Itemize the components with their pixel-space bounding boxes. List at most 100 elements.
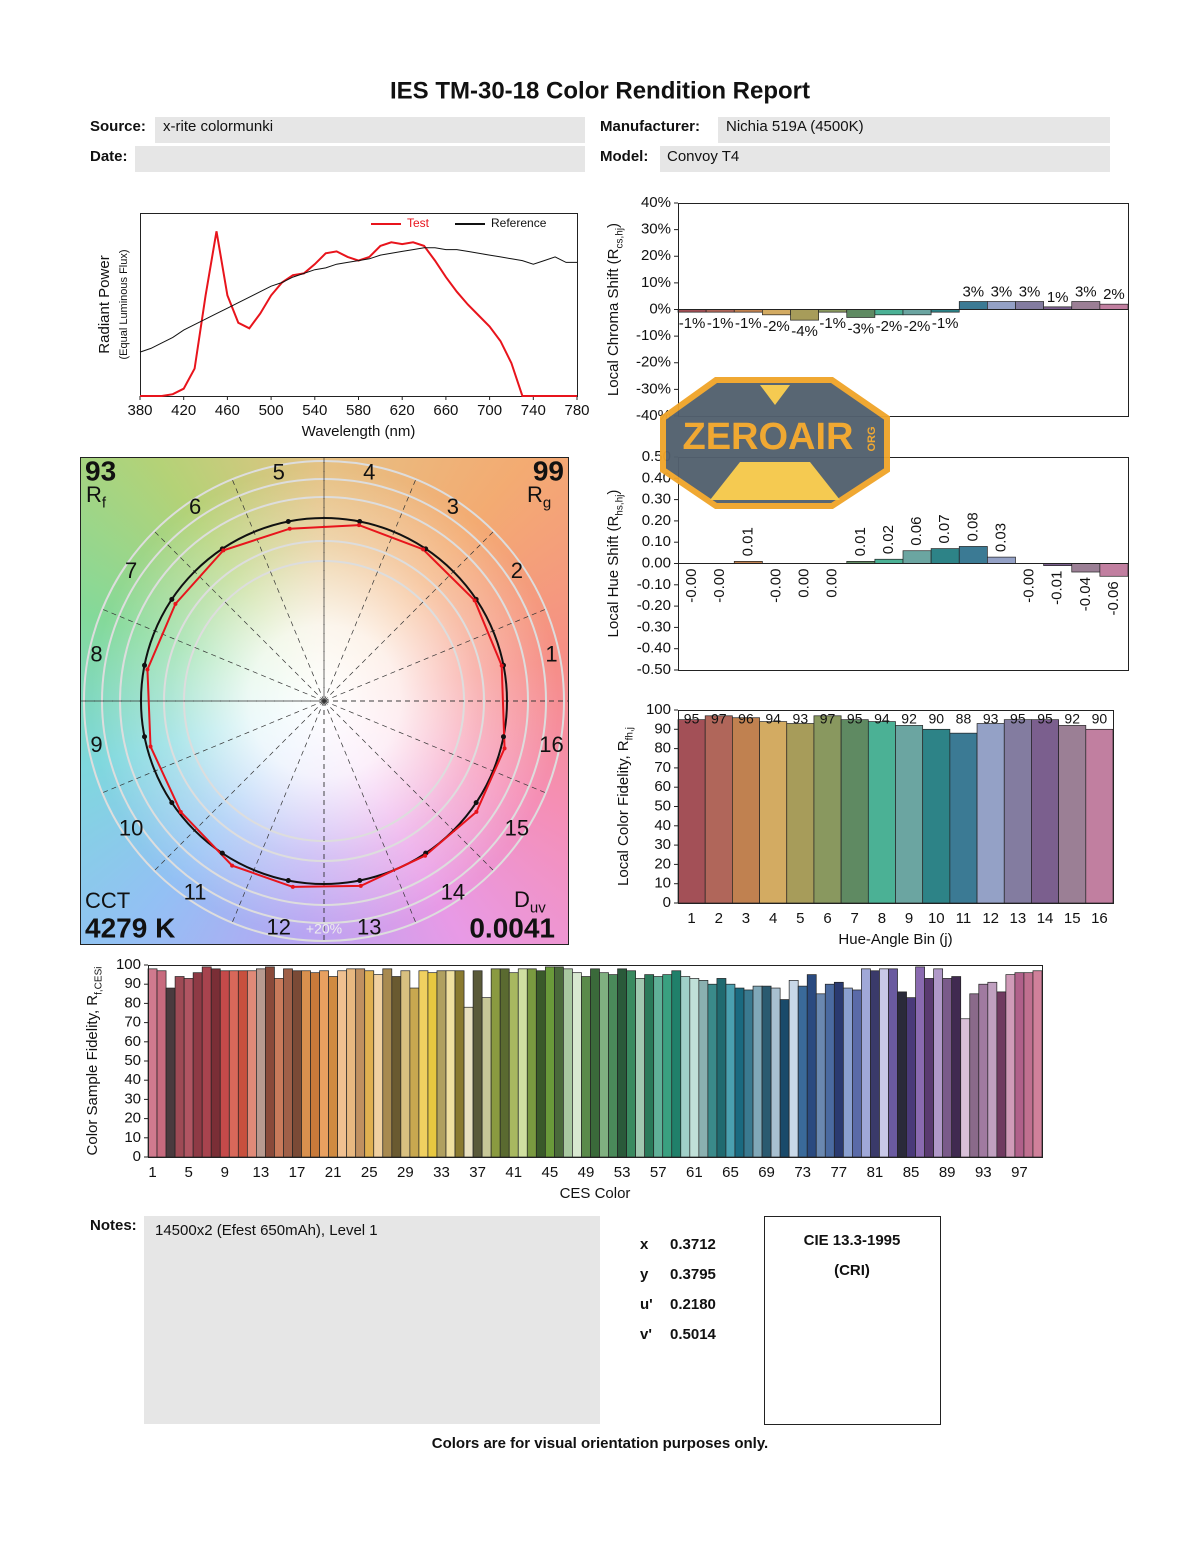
bar — [436, 970, 447, 1158]
bin-label: 8 — [90, 642, 102, 667]
bar — [445, 970, 456, 1158]
spoke — [323, 608, 546, 702]
spoke — [323, 531, 494, 702]
value-label: 0.08 — [964, 512, 981, 541]
value-label: -0.00 — [1021, 569, 1038, 603]
value-label: -1% — [707, 315, 734, 332]
bar — [707, 983, 718, 1158]
spoke — [231, 700, 325, 923]
x-tick-label: 57 — [650, 1164, 667, 1181]
bar — [759, 721, 788, 904]
y-tick-label: 100 — [646, 701, 671, 718]
y-tick-label: 40 — [124, 1071, 141, 1088]
spoke — [323, 479, 417, 702]
y-axis-label-part: ) — [605, 223, 622, 228]
x-tick-label: 89 — [939, 1164, 956, 1181]
bar — [725, 983, 736, 1158]
value-label: -0.00 — [683, 569, 700, 603]
x-tick-label: 460 — [215, 402, 240, 419]
y-axis-label: Local Color Fidelity, Rfh,j — [615, 727, 635, 886]
y-tick-label: 0.20 — [642, 512, 671, 529]
bin-label: 7 — [125, 558, 137, 583]
bar — [867, 721, 896, 904]
x-tick-label: 16 — [1091, 910, 1108, 927]
bar — [1099, 563, 1129, 577]
reference-point — [142, 662, 148, 668]
y-tick-label: 0 — [133, 1148, 141, 1165]
y-tick-label: -0.20 — [637, 597, 671, 614]
y-tick-label: 0.00 — [642, 554, 671, 571]
bar — [319, 970, 329, 1158]
bar — [463, 1006, 474, 1158]
bar — [183, 978, 194, 1158]
y-tick-label: 30 — [654, 836, 671, 853]
bar — [842, 987, 853, 1158]
y-axis-label-part: Local Chroma Shift (R — [605, 248, 622, 396]
bar — [752, 985, 763, 1158]
y-tick-label: 90 — [124, 975, 141, 992]
field-box — [660, 146, 1110, 172]
test-point — [145, 667, 150, 672]
bar — [653, 976, 664, 1158]
bar — [761, 985, 772, 1158]
x-tick-label: 49 — [578, 1164, 595, 1181]
bar — [292, 970, 302, 1158]
bar — [833, 981, 844, 1158]
cri-subtitle: (CRI) — [834, 1262, 870, 1279]
bar — [418, 970, 429, 1158]
plot-frame — [140, 213, 578, 397]
bar — [743, 989, 754, 1158]
x-tick-label: 740 — [521, 402, 546, 419]
x-tick-label: 77 — [830, 1164, 847, 1181]
y-axis-label-part: cs,hj — [614, 228, 625, 249]
bar — [1071, 563, 1101, 573]
x-tick-label: 4 — [769, 910, 777, 927]
bar — [174, 976, 185, 1158]
bar — [942, 978, 953, 1158]
bin-label: 9 — [90, 732, 102, 757]
value-label: 93 — [983, 711, 999, 727]
bar — [788, 980, 799, 1158]
x-tick-label: 15 — [1064, 910, 1081, 927]
bin-label: 16 — [539, 732, 563, 757]
value-label: 0.06 — [908, 517, 925, 546]
value-label: 95 — [684, 711, 700, 727]
bar — [1071, 301, 1101, 310]
bar — [790, 309, 819, 321]
y-tick-label: 20% — [641, 247, 671, 264]
rf-value: 93 — [85, 455, 116, 486]
x-tick-label: 45 — [542, 1164, 559, 1181]
bar — [949, 732, 978, 904]
y-tick-label: 50 — [124, 1052, 141, 1069]
value-label: 0.01 — [739, 527, 756, 556]
coord-value: 0.3795 — [670, 1266, 716, 1283]
test-point — [290, 884, 295, 889]
x-tick-label: 97 — [1011, 1164, 1028, 1181]
bar — [508, 972, 519, 1158]
x-tick-label: 1 — [687, 910, 695, 927]
value-label: 3% — [991, 283, 1013, 300]
value-label: 97 — [820, 711, 836, 727]
bar — [906, 997, 916, 1158]
y-tick-label: -0.40 — [637, 640, 671, 657]
bar — [608, 974, 618, 1158]
spoke — [154, 531, 325, 702]
coord-label: x — [640, 1236, 649, 1253]
bar — [734, 987, 745, 1158]
value-label: 2% — [1103, 286, 1125, 303]
bin-label: 12 — [266, 914, 290, 939]
value-label: -0.01 — [1049, 571, 1066, 605]
value-label: 0.00 — [824, 569, 841, 598]
bar — [806, 974, 817, 1158]
bar — [310, 972, 320, 1158]
bar — [274, 978, 284, 1158]
value-label: 95 — [847, 711, 863, 727]
value-label: 92 — [901, 711, 917, 727]
bar — [1005, 974, 1016, 1158]
bar — [165, 987, 176, 1158]
x-tick-label: 580 — [346, 402, 371, 419]
series-line — [140, 231, 577, 397]
cct-value: 4279 K — [85, 912, 175, 943]
bar — [677, 719, 706, 904]
